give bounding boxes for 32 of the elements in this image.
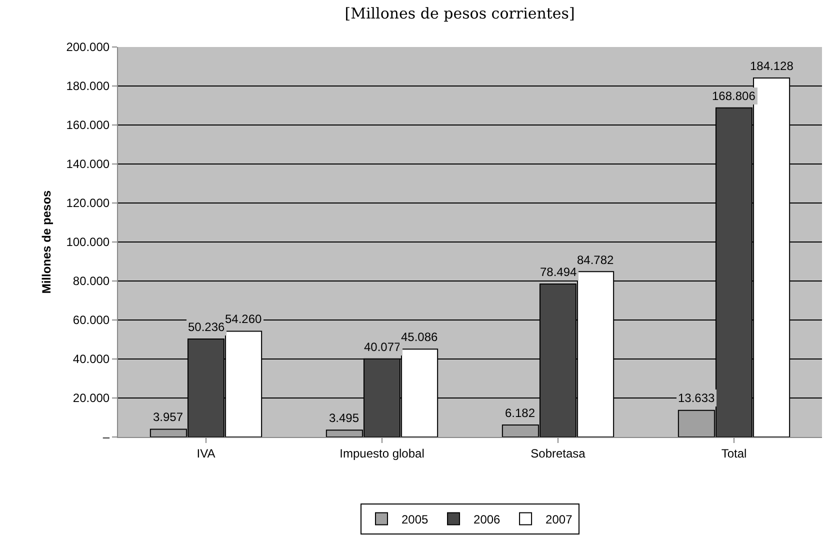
y-tick-label: 80.000 <box>72 274 110 288</box>
y-tick-label: – <box>102 430 110 444</box>
data-label: 50.236 <box>188 320 226 334</box>
y-tick-label: 180.000 <box>66 79 110 94</box>
data-label: 3.495 <box>329 411 360 425</box>
legend-label: 2006 <box>474 512 501 526</box>
y-tick-label: 200.000 <box>66 40 110 54</box>
y-tick-label: 100.000 <box>66 235 110 250</box>
x-tick-label: Impuesto global <box>340 446 424 460</box>
data-label: 40.077 <box>364 340 402 354</box>
legend-label: 2005 <box>402 512 429 526</box>
x-tick-label: Sobretasa <box>530 446 586 460</box>
y-tick-label: 60.000 <box>72 313 110 328</box>
data-label: 168.806 <box>712 89 756 103</box>
y-tick-label: 40.000 <box>72 352 110 366</box>
data-label: 6.182 <box>505 406 536 420</box>
data-label: 184.128 <box>750 59 794 73</box>
data-label: 3.957 <box>153 410 184 424</box>
data-label: 45.086 <box>401 330 438 344</box>
y-tick-label: 140.000 <box>66 157 110 172</box>
data-label: 13.633 <box>678 391 716 405</box>
y-axis-title: Millones de pesos <box>40 190 54 294</box>
y-tick-label: 120.000 <box>66 196 110 210</box>
chart-title: [Millones de pesos corrientes] <box>344 4 575 23</box>
x-tick-label: IVA <box>196 446 216 460</box>
y-tick-label: 20.000 <box>72 391 110 406</box>
data-label: 78.494 <box>540 265 578 279</box>
y-tick-label: 160.000 <box>66 118 110 132</box>
x-tick-label: Total <box>721 446 747 460</box>
data-label: 84.782 <box>577 253 614 267</box>
data-label: 54.260 <box>225 312 262 326</box>
legend-label: 2007 <box>546 512 573 526</box>
